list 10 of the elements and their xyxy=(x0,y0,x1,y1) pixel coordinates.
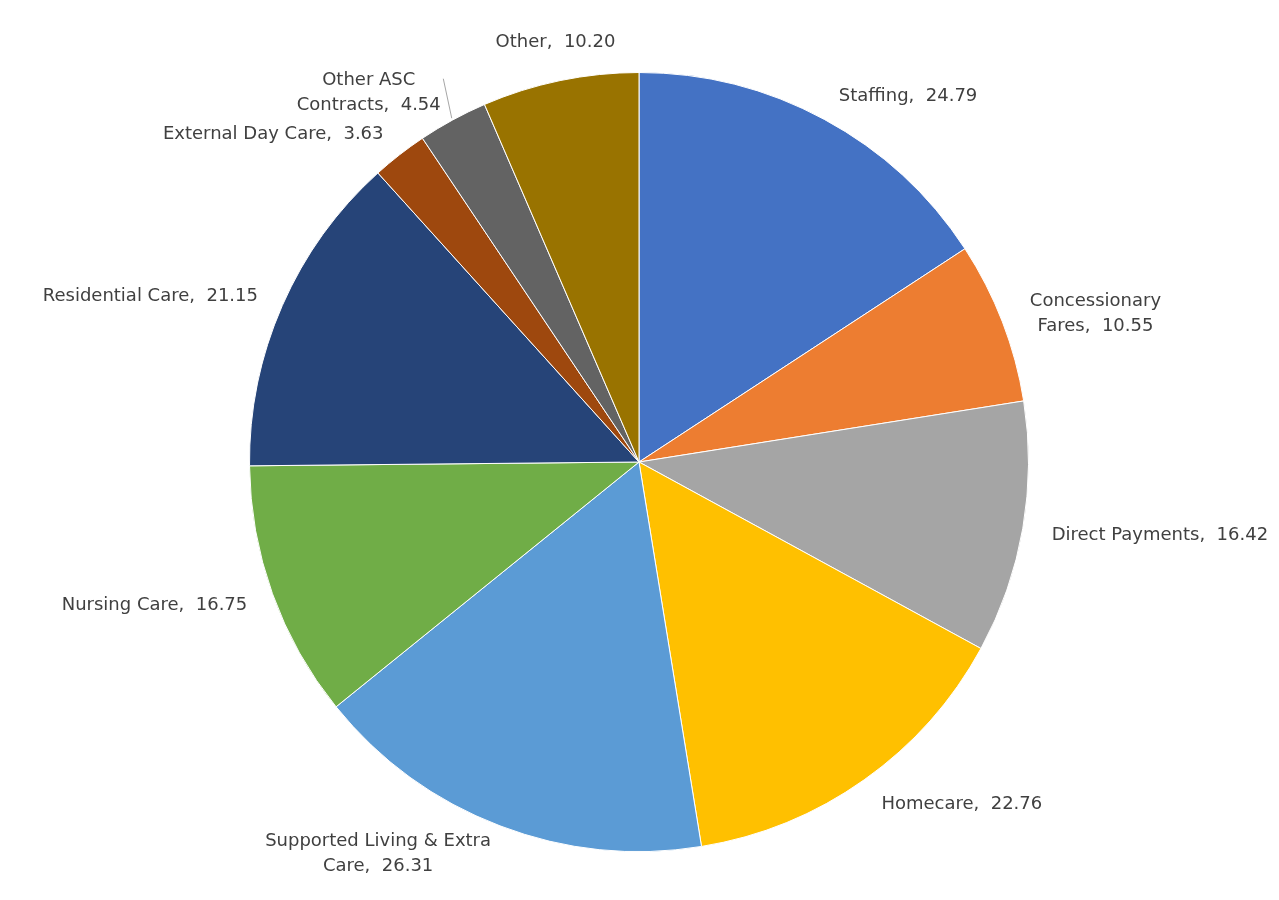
slice-label: Staffing, 24.79 xyxy=(837,83,979,108)
slice-label: Nursing Care, 16.75 xyxy=(60,591,249,616)
slice-label: Direct Payments, 16.42 xyxy=(1050,521,1270,546)
slice-label: External Day Care, 3.63 xyxy=(161,121,385,146)
slice-label: Other ASC Contracts, 4.54 xyxy=(295,67,442,117)
slice-label: Concessionary Fares, 10.55 xyxy=(1028,287,1163,337)
slice-label: Residential Care, 21.15 xyxy=(41,282,259,307)
slice-label: Other, 10.20 xyxy=(494,29,617,54)
slice-label: Supported Living & Extra Care, 26.31 xyxy=(264,828,493,877)
slice-label: Homecare, 22.76 xyxy=(880,791,1044,816)
